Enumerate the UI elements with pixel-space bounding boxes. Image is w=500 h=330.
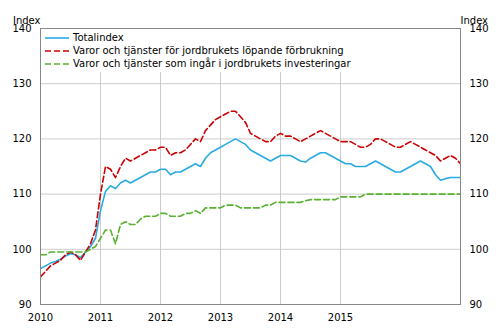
svg-text:90: 90 — [19, 299, 32, 310]
svg-text:2014: 2014 — [268, 312, 293, 323]
svg-text:120: 120 — [12, 133, 31, 144]
svg-text:140: 140 — [12, 22, 32, 34]
svg-text:2011: 2011 — [88, 312, 113, 323]
svg-text:120: 120 — [470, 133, 489, 144]
svg-text:2012: 2012 — [148, 312, 173, 323]
html-text:Varor och tjänster som ingår i: Varor och tjänster som ingår i jordbruke… — [73, 58, 351, 69]
svg-text:130: 130 — [12, 78, 31, 89]
svg-text:2015: 2015 — [328, 312, 353, 323]
html-text:Totalindex: Totalindex — [73, 32, 124, 43]
svg-text:140: 140 — [469, 22, 489, 34]
html-text:Varor och tjänster för jordbru: Varor och tjänster för jordbrukets löpan… — [73, 45, 344, 56]
svg-text:90: 90 — [470, 299, 483, 310]
svg-text:Index: Index — [461, 15, 489, 26]
svg-text:110: 110 — [12, 188, 31, 199]
svg-text:100: 100 — [12, 244, 31, 255]
svg-text:2013: 2013 — [208, 312, 233, 323]
svg-text:130: 130 — [470, 78, 489, 89]
svg-text:110: 110 — [470, 188, 489, 199]
svg-text:2010: 2010 — [28, 312, 53, 323]
svg-text:100: 100 — [470, 244, 489, 255]
svg-text:Index: Index — [13, 15, 41, 26]
